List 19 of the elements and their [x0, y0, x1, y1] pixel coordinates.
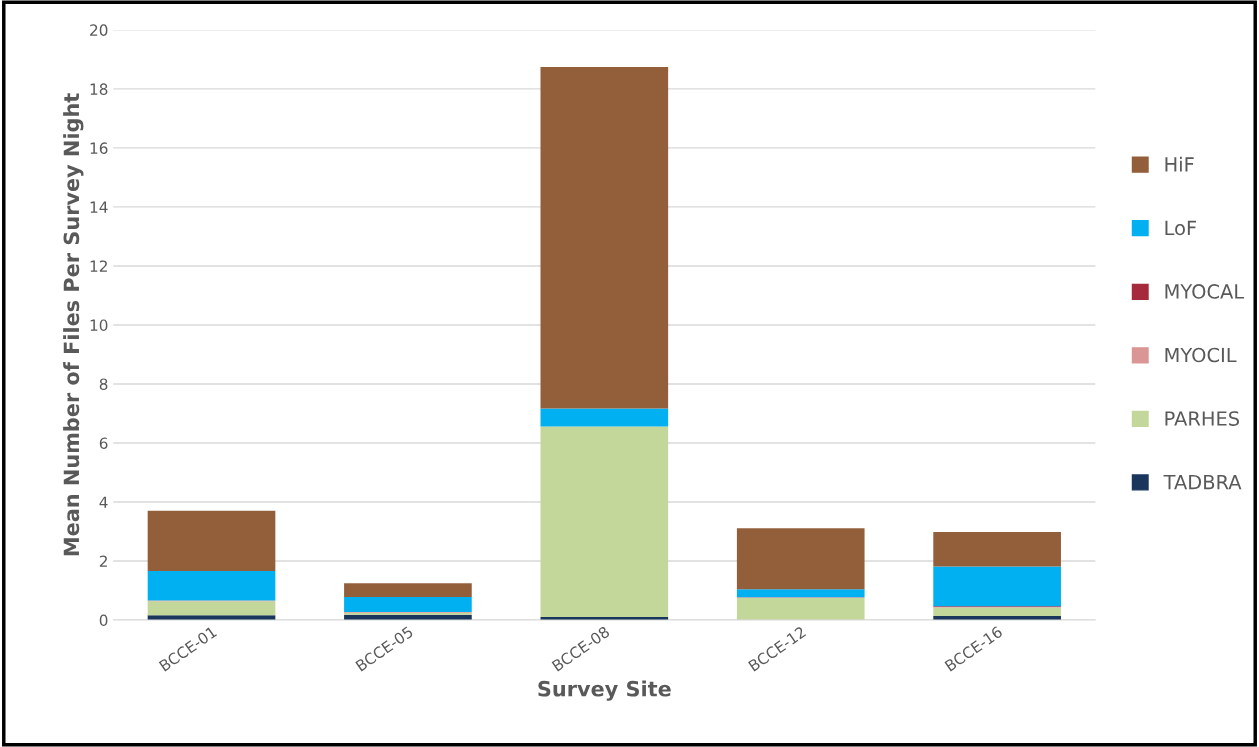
y-tick-label: 20 — [90, 24, 108, 36]
legend-label: HiF — [1165, 156, 1194, 172]
y-tick-label: 10 — [90, 319, 108, 331]
y-tick-label: 2 — [99, 555, 107, 567]
y-tick-label: 8 — [99, 378, 108, 390]
y-tick-label: 14 — [90, 201, 108, 213]
legend-label: MYOCIL — [1165, 347, 1237, 363]
legend-label: TADBRA — [1163, 474, 1242, 490]
y-tick-label: 6 — [99, 437, 108, 449]
x-axis-title: Survey Site — [538, 680, 671, 701]
y-tick-label: 12 — [90, 260, 107, 272]
y-axis-title: Mean Number of Files Per Survey Night — [63, 93, 84, 556]
legend-label: MYOCAL — [1165, 284, 1245, 299]
legend-label: PARHES — [1165, 411, 1240, 426]
legend-label: LoF — [1165, 220, 1197, 236]
y-tick-label: 4 — [99, 496, 108, 508]
y-tick-label: 16 — [90, 142, 108, 154]
y-tick-label: 18 — [90, 83, 108, 95]
y-tick-label: 0 — [99, 614, 108, 627]
